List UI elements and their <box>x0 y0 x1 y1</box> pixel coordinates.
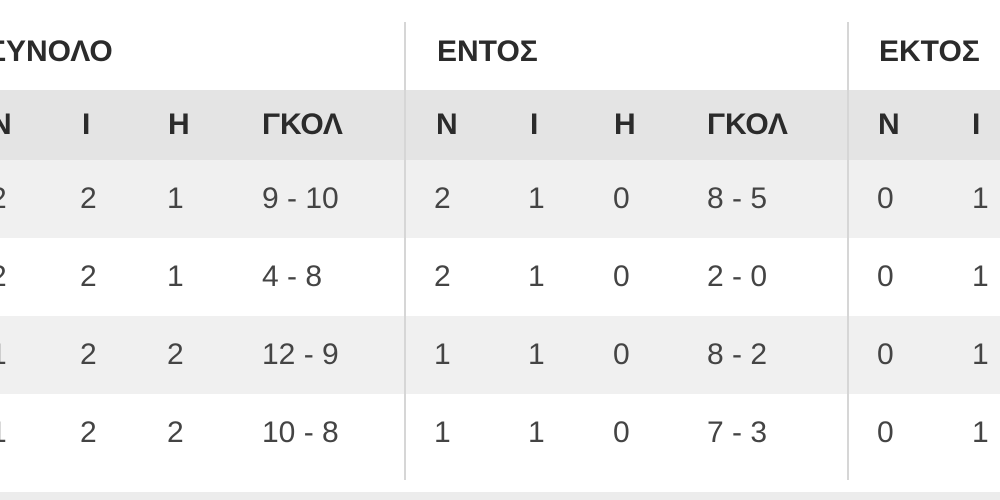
col-header-losses-home: Η <box>614 108 636 141</box>
cell-draws-away: 1 <box>972 260 989 293</box>
cell-draws-away: 1 <box>972 182 989 215</box>
cell-goals-home: 2 - 0 <box>707 260 768 293</box>
cell-losses-home: 0 <box>613 260 630 293</box>
cell-losses-total: 1 <box>167 182 184 215</box>
col-header-draws-total: Ι <box>82 108 91 141</box>
cell-losses-home: 0 <box>613 416 630 449</box>
cell-goals-total: 12 - 9 <box>262 338 339 371</box>
cell-wins-away: 0 <box>877 182 894 215</box>
cell-draws-total: 2 <box>80 260 97 293</box>
table-row: 1 2 2 10 - 8 1 1 0 7 - 3 0 1 <box>0 394 1000 472</box>
cell-goals-home: 8 - 2 <box>707 338 768 371</box>
cell-wins-total: 2 <box>0 160 7 238</box>
col-header-wins-total: Ν <box>0 108 12 141</box>
col-header-goals-home: ΓΚΟΛ <box>707 108 788 141</box>
cell-wins-total: 2 <box>0 238 7 316</box>
cell-wins-home: 1 <box>434 338 451 371</box>
table-row: 1 2 2 12 - 9 1 1 0 8 - 2 0 1 <box>0 316 1000 394</box>
cell-draws-home: 1 <box>528 416 545 449</box>
table-row: 2 2 1 4 - 8 2 1 0 2 - 0 0 1 <box>0 238 1000 316</box>
col-header-wins-away: Ν <box>878 108 900 141</box>
col-header-wins-home: Ν <box>436 108 458 141</box>
cell-goals-total: 4 - 8 <box>262 260 323 293</box>
group-divider-home <box>404 22 406 480</box>
group-total-title: ΣΥΝΟΛΟ <box>0 35 113 68</box>
cell-draws-total: 2 <box>80 416 97 449</box>
cell-goals-home: 8 - 5 <box>707 182 768 215</box>
group-header-row: ΣΥΝΟΛΟ ΕΝΤΟΣ ΕΚΤΟΣ <box>0 20 1000 90</box>
cell-losses-home: 0 <box>613 182 630 215</box>
cell-draws-total: 2 <box>80 338 97 371</box>
cell-wins-home: 2 <box>434 260 451 293</box>
cell-wins-away: 0 <box>877 338 894 371</box>
cell-draws-away: 1 <box>972 338 989 371</box>
cell-losses-total: 1 <box>167 260 184 293</box>
cell-draws-total: 2 <box>80 182 97 215</box>
cell-wins-home: 1 <box>434 416 451 449</box>
table-row: 2 2 1 9 - 10 2 1 0 8 - 5 0 1 <box>0 160 1000 238</box>
cell-losses-total: 2 <box>167 338 184 371</box>
group-divider-away <box>847 22 849 480</box>
col-header-goals-total: ΓΚΟΛ <box>262 108 343 141</box>
group-away-title: ΕΚΤΟΣ <box>879 35 980 68</box>
cell-wins-away: 0 <box>877 260 894 293</box>
cell-wins-total: 1 <box>0 316 7 394</box>
cell-goals-home: 7 - 3 <box>707 416 768 449</box>
cell-wins-total: 1 <box>0 394 7 472</box>
cell-draws-home: 1 <box>528 260 545 293</box>
cell-wins-home: 2 <box>434 182 451 215</box>
cell-wins-away: 0 <box>877 416 894 449</box>
cell-draws-home: 1 <box>528 182 545 215</box>
cell-goals-total: 10 - 8 <box>262 416 339 449</box>
cell-losses-home: 0 <box>613 338 630 371</box>
group-home-title: ΕΝΤΟΣ <box>437 35 538 68</box>
col-header-draws-away: Ι <box>972 108 981 141</box>
cell-draws-home: 1 <box>528 338 545 371</box>
column-header-row: Ν Ι Η ΓΚΟΛ Ν Ι Η ΓΚΟΛ Ν Ι <box>0 90 1000 160</box>
cell-losses-total: 2 <box>167 416 184 449</box>
col-header-losses-total: Η <box>168 108 190 141</box>
cell-goals-total: 9 - 10 <box>262 182 339 215</box>
cell-draws-away: 1 <box>972 416 989 449</box>
col-header-draws-home: Ι <box>530 108 539 141</box>
table-bottom-border <box>0 492 1000 500</box>
